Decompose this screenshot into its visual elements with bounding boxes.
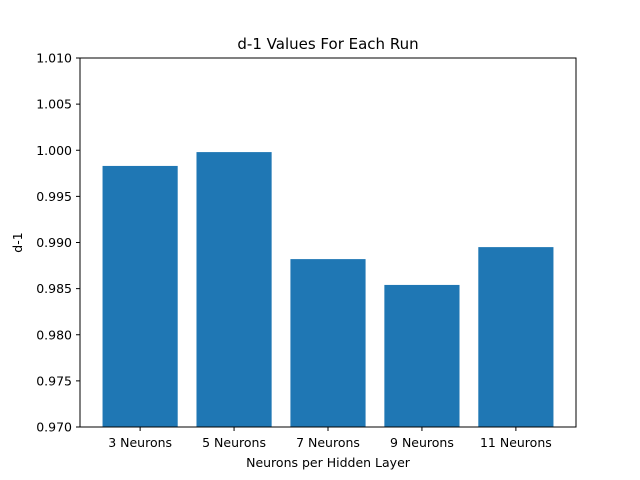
y-tick-label: 0.970 (36, 420, 72, 435)
y-tick-label: 1.010 (36, 51, 72, 66)
x-axis-ticks: 3 Neurons 5 Neurons 7 Neurons 9 Neurons 11 N… (108, 427, 552, 450)
y-tick-label: 1.000 (36, 143, 72, 158)
y-tick-label: 0.985 (36, 281, 72, 296)
x-tick-label: 3 Neurons (108, 435, 172, 450)
y-tick-label: 0.975 (36, 373, 72, 388)
x-axis-label: Neurons per Hidden Layer (246, 455, 411, 470)
chart-title: d-1 Values For Each Run (237, 35, 418, 53)
bar-9-neurons (384, 284, 460, 427)
y-tick-label: 0.980 (36, 327, 72, 342)
x-tick-label: 7 Neurons (296, 435, 360, 450)
bars-group (102, 152, 554, 427)
y-tick-label: 1.005 (36, 97, 72, 112)
y-tick-label: 0.995 (36, 189, 72, 204)
plot-frame (79, 57, 577, 428)
bar-7-neurons (290, 259, 366, 427)
bar-5-neurons (196, 152, 272, 427)
bar-3-neurons (102, 165, 178, 427)
x-tick-label: 5 Neurons (202, 435, 266, 450)
x-tick-label: 9 Neurons (390, 435, 454, 450)
bar-11-neurons (478, 247, 554, 427)
y-axis-ticks: 0.970 0.975 0.980 0.985 0.990 0.995 1.000 1.005… (36, 51, 80, 435)
y-tick-label: 0.990 (36, 235, 72, 250)
y-axis-label: d-1 (10, 232, 25, 252)
x-tick-label: 11 Neurons (480, 435, 552, 450)
